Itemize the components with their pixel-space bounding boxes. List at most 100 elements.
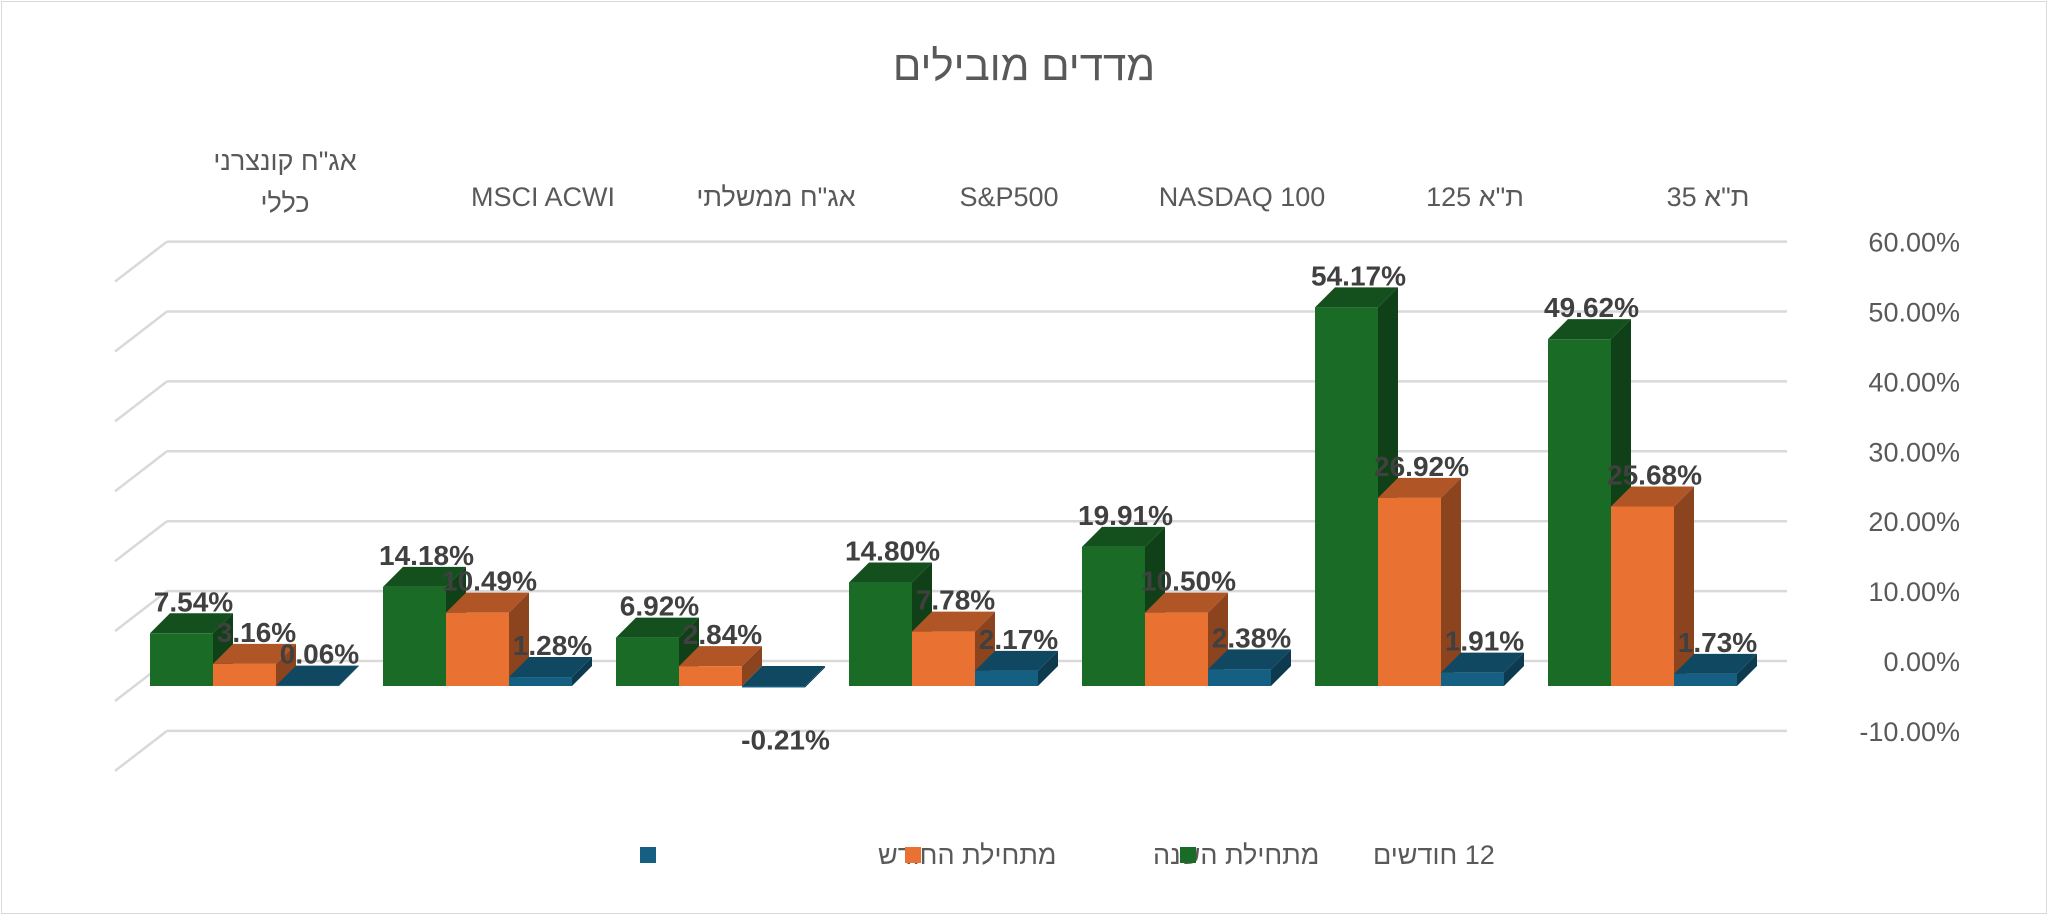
bar-top — [679, 646, 762, 667]
category-label: אג"ח קונצרני — [213, 146, 356, 176]
chart-title: מדדים מובילים — [893, 42, 1155, 89]
data-label: 6.92% — [620, 591, 699, 622]
data-label: 7.78% — [916, 585, 995, 616]
category-label: אג"ח ממשלתי — [696, 182, 855, 212]
gridline-depth — [114, 450, 168, 493]
legend-label: 12 חודשים — [1373, 840, 1495, 870]
gridline-depth — [114, 590, 168, 633]
data-label: 10.50% — [1141, 566, 1236, 597]
bar-top — [1378, 477, 1461, 498]
bar-mtd — [276, 685, 339, 687]
data-label: -0.21% — [741, 724, 830, 755]
y-tick-label: 10.00% — [1868, 577, 1960, 607]
bar-top — [975, 650, 1058, 671]
bar-ytd — [446, 612, 509, 686]
gridline-depth — [114, 520, 168, 563]
legend-swatch — [1180, 847, 1196, 863]
bar-top — [1611, 486, 1694, 507]
bar-mtd — [509, 677, 572, 686]
category-label: S&P500 — [959, 182, 1058, 212]
bar-top — [1674, 653, 1757, 674]
bar-12-months — [1082, 546, 1145, 686]
bar-12-months — [1548, 339, 1611, 686]
bar-mtd — [1208, 669, 1271, 686]
y-tick-label: 30.00% — [1868, 437, 1960, 467]
data-label: 2.38% — [1212, 622, 1291, 653]
data-label: 26.92% — [1374, 451, 1469, 482]
data-label: 25.68% — [1607, 459, 1702, 490]
bar-side — [1038, 650, 1058, 686]
y-tick-label: -10.00% — [1859, 717, 1960, 747]
bar-side — [339, 665, 359, 686]
bar-top — [616, 617, 699, 638]
y-tick-label: 50.00% — [1868, 298, 1960, 328]
data-label: 2.17% — [979, 624, 1058, 655]
bar-12-months — [849, 582, 912, 686]
data-label: 49.62% — [1544, 292, 1639, 323]
bar-side — [1441, 477, 1461, 686]
bar-12-months — [1315, 307, 1378, 686]
bar-top — [446, 592, 529, 613]
category-label: ת"א 35 — [1667, 182, 1750, 212]
bar-side — [1504, 652, 1524, 686]
bar-top — [276, 665, 359, 686]
bar-top — [383, 566, 466, 587]
data-label: 3.16% — [217, 617, 296, 648]
bar-mtd — [1441, 672, 1504, 686]
bar-ytd — [1378, 497, 1441, 686]
bar-top — [1082, 526, 1165, 547]
bar-top — [1548, 319, 1631, 340]
bar-top — [1315, 287, 1398, 308]
bar-side — [1271, 649, 1291, 686]
bar-side — [805, 666, 825, 688]
bar-ytd — [912, 631, 975, 686]
legend-swatch — [640, 847, 656, 863]
data-label: 10.49% — [442, 566, 537, 597]
bar-side — [1737, 653, 1757, 686]
gridline-depth — [114, 380, 168, 423]
data-label: 19.91% — [1078, 500, 1173, 531]
bar-mtd — [975, 670, 1038, 686]
data-label: 1.73% — [1678, 627, 1757, 658]
legend-swatch — [905, 847, 921, 863]
bar-mtd — [1674, 673, 1737, 686]
gridline-depth — [114, 240, 168, 283]
data-label: 0.06% — [280, 639, 359, 670]
bar-mtd — [742, 686, 805, 688]
legend-label: מתחילת השנה — [1153, 840, 1319, 870]
category-label: ת"א 125 — [1426, 182, 1524, 212]
data-label: 2.84% — [683, 619, 762, 650]
data-label: 1.91% — [1445, 626, 1524, 657]
bar-12-months — [150, 633, 213, 686]
data-label: 14.18% — [379, 540, 474, 571]
y-tick-label: 0.00% — [1883, 647, 1960, 677]
bar-top — [213, 643, 296, 664]
bar-ytd — [1611, 506, 1674, 686]
bar-ytd — [1145, 612, 1208, 686]
bar-top — [912, 611, 995, 632]
y-tick-label: 60.00% — [1868, 228, 1960, 258]
bar-top — [742, 666, 825, 686]
legend-label: מתחילת החודש — [878, 840, 1056, 870]
bar-12-months — [616, 637, 679, 686]
category-label: NASDAQ 100 — [1159, 182, 1326, 212]
bar-side — [572, 657, 592, 686]
category-label: MSCI ACWI — [471, 182, 615, 212]
gridline-depth — [114, 310, 168, 353]
bar-side — [742, 646, 762, 686]
data-label: 54.17% — [1311, 260, 1406, 291]
data-label: 14.80% — [845, 536, 940, 567]
bar-side — [1674, 486, 1694, 686]
gridline-depth — [114, 729, 168, 772]
y-tick-label: 20.00% — [1868, 507, 1960, 537]
bar-top — [150, 613, 233, 634]
bar-top — [509, 657, 592, 678]
bar-top — [849, 562, 932, 583]
bar-top — [1441, 652, 1524, 673]
bar-12-months — [383, 586, 446, 686]
bar-ytd — [679, 666, 742, 686]
bar-side — [276, 643, 296, 686]
category-label: כללי — [261, 188, 310, 218]
